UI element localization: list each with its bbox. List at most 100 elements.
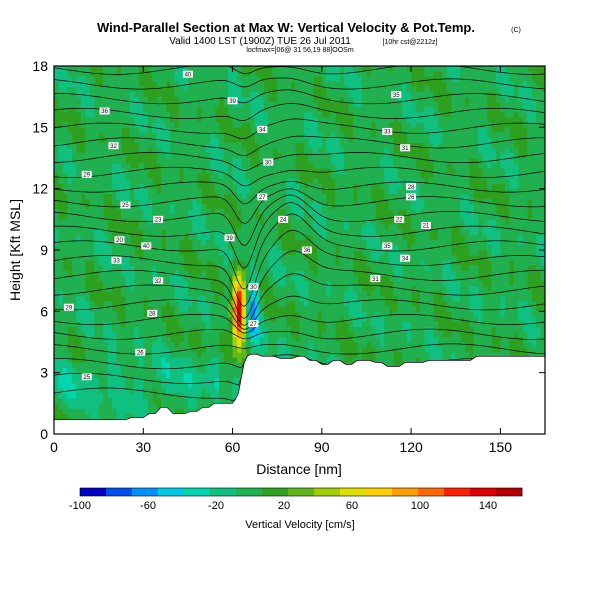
velocity-cell [98,198,104,205]
velocity-cell [107,183,113,190]
velocity-cell [308,198,314,205]
velocity-cell [299,275,305,282]
velocity-cell [85,250,91,256]
velocity-cell [170,132,175,138]
velocity-cell [192,306,198,312]
velocity-cell [335,163,341,169]
velocity-cell [178,265,184,271]
velocity-cell [161,122,166,128]
velocity-cell [58,367,64,374]
velocity-cell [94,382,100,389]
velocity-cell [268,117,274,123]
velocity-cell [107,255,113,261]
velocity-cell [308,193,314,200]
velocity-cell [183,398,189,404]
velocity-cell [112,265,117,271]
velocity-cell [393,198,399,205]
velocity-cell [237,66,242,72]
velocity-cell [138,301,144,307]
velocity-cell [192,96,198,103]
velocity-cell [156,106,162,113]
velocity-cell [312,106,318,113]
velocity-cell [143,382,149,389]
velocity-cell [335,290,341,297]
velocity-cell [196,86,202,92]
velocity-cell [384,152,390,159]
velocity-cell [170,219,175,225]
velocity-cell [433,198,439,205]
velocity-cell [143,168,149,174]
velocity-cell [411,250,416,256]
velocity-cell [54,336,59,343]
velocity-cell [143,204,149,210]
velocity-cell [201,290,207,297]
velocity-cell [348,301,354,307]
velocity-cell [58,285,64,292]
velocity-cell [174,142,180,149]
velocity-cell [321,352,327,358]
velocity-cell [67,357,73,363]
velocity-cell [129,91,135,98]
velocity-cell [80,91,86,98]
velocity-cell [219,66,225,72]
velocity-cell [344,219,349,225]
velocity-cell [143,137,149,144]
velocity-cell [205,234,211,241]
velocity-cell [286,81,291,87]
velocity-cell [330,91,336,98]
velocity-cell [299,296,305,302]
velocity-cell [214,321,220,328]
velocity-cell [112,398,117,404]
velocity-cell [219,163,225,169]
velocity-cell [138,265,144,271]
velocity-cell [85,393,91,399]
velocity-cell [67,96,73,103]
velocity-cell [397,229,403,236]
velocity-cell [223,178,229,184]
velocity-cell [344,137,349,144]
velocity-cell [134,285,140,292]
velocity-cell [361,336,367,343]
velocity-cell [205,244,211,251]
velocity-cell [187,301,193,307]
velocity-cell [232,311,238,317]
velocity-cell [152,112,158,118]
velocity-cell [317,239,323,246]
velocity-cell [107,306,113,312]
velocity-cell [272,122,278,128]
velocity-cell [250,101,256,108]
velocity-cell [174,163,180,169]
velocity-cell [120,290,126,297]
velocity-cell [245,285,251,292]
velocity-cell [76,229,82,236]
velocity-cell [98,270,104,276]
velocity-cell [205,76,211,82]
velocity-cell [85,142,91,149]
velocity-cell [201,137,207,144]
velocity-cell [402,352,408,358]
velocity-cell [241,214,247,220]
velocity-cell [147,260,153,266]
velocity-cell [129,66,135,72]
velocity-cell [335,137,341,144]
velocity-cell [98,86,104,92]
velocity-cell [433,336,439,343]
velocity-cell [393,229,399,236]
velocity-cell [192,163,198,169]
velocity-cell [384,250,390,256]
velocity-cell [330,214,336,220]
velocity-cell [94,168,100,174]
velocity-cell [424,270,430,276]
velocity-cell [424,71,430,77]
velocity-cell [353,66,358,72]
velocity-cell [388,326,394,333]
velocity-cell [420,204,425,210]
velocity-cell [397,106,403,113]
velocity-cell [223,377,229,384]
velocity-cell [321,244,327,251]
velocity-cell [388,106,394,113]
velocity-cell [138,413,144,420]
velocity-cell [348,290,354,297]
velocity-cell [402,290,408,297]
velocity-cell [268,193,274,200]
